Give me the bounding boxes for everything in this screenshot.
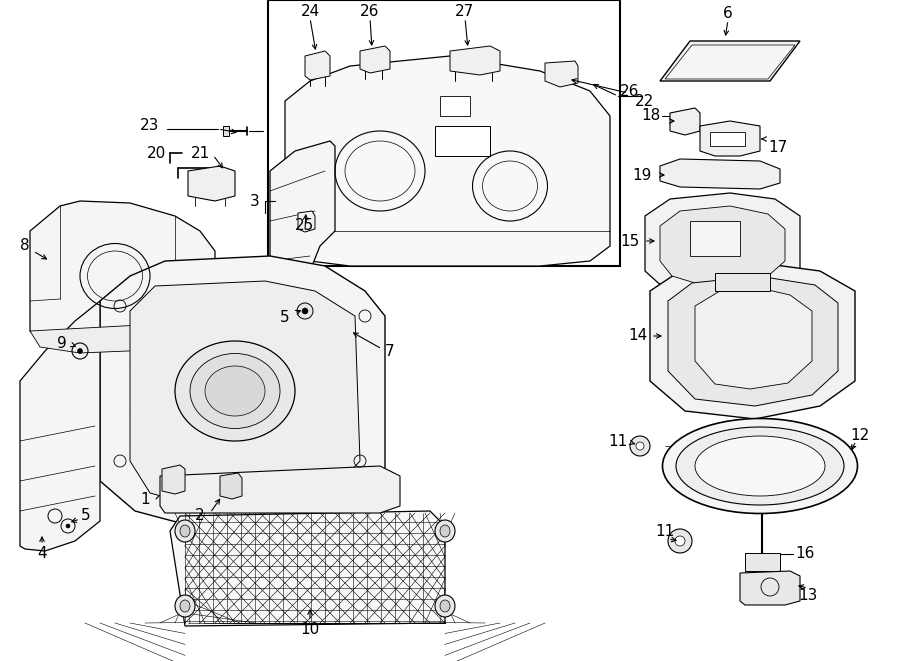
Polygon shape	[30, 201, 215, 351]
Ellipse shape	[190, 354, 280, 428]
Polygon shape	[130, 281, 360, 504]
Ellipse shape	[676, 427, 844, 505]
Text: 10: 10	[301, 621, 320, 637]
Bar	[435, 126, 490, 156]
Ellipse shape	[662, 418, 858, 514]
Text: 4: 4	[37, 545, 47, 561]
Polygon shape	[220, 473, 242, 499]
Ellipse shape	[175, 595, 195, 617]
Ellipse shape	[440, 600, 450, 612]
Text: 25: 25	[295, 219, 315, 233]
Text: 21: 21	[191, 145, 210, 161]
Polygon shape	[660, 206, 785, 286]
Text: 20: 20	[148, 145, 166, 161]
Polygon shape	[223, 126, 229, 136]
Text: 14: 14	[628, 329, 648, 344]
Polygon shape	[740, 571, 800, 605]
Text: 18: 18	[642, 108, 661, 124]
Polygon shape	[645, 193, 800, 299]
Text: 26: 26	[360, 3, 380, 19]
Text: 12: 12	[850, 428, 869, 444]
Bar	[715, 273, 770, 291]
Text: 7: 7	[385, 344, 395, 358]
Polygon shape	[665, 45, 795, 79]
Ellipse shape	[440, 525, 450, 537]
Circle shape	[297, 303, 313, 319]
Text: 15: 15	[620, 233, 640, 249]
Polygon shape	[20, 301, 100, 551]
Polygon shape	[660, 41, 800, 81]
Text: 17: 17	[768, 141, 788, 155]
Polygon shape	[298, 211, 315, 232]
Polygon shape	[360, 46, 390, 73]
Text: 6: 6	[723, 5, 733, 20]
Polygon shape	[100, 256, 385, 523]
Text: 22: 22	[635, 93, 654, 108]
Polygon shape	[450, 46, 500, 75]
Polygon shape	[660, 159, 780, 189]
Text: 1: 1	[140, 492, 149, 506]
Circle shape	[675, 536, 685, 546]
Text: 11: 11	[655, 524, 675, 539]
Polygon shape	[650, 263, 855, 419]
Text: 5: 5	[81, 508, 91, 524]
Text: 23: 23	[140, 118, 159, 134]
Circle shape	[302, 308, 308, 314]
Polygon shape	[160, 466, 400, 513]
Text: 13: 13	[798, 588, 818, 603]
Circle shape	[668, 529, 692, 553]
Text: 3: 3	[250, 194, 260, 208]
Polygon shape	[270, 141, 335, 306]
Ellipse shape	[435, 520, 455, 542]
Text: 16: 16	[795, 547, 815, 561]
Polygon shape	[162, 465, 185, 494]
Ellipse shape	[695, 436, 825, 496]
Polygon shape	[670, 108, 700, 135]
Polygon shape	[170, 511, 445, 626]
Text: 9: 9	[57, 336, 67, 350]
Text: 11: 11	[608, 434, 627, 449]
Text: 5: 5	[280, 309, 290, 325]
Text: 27: 27	[455, 3, 474, 19]
Circle shape	[66, 524, 70, 528]
Text: 24: 24	[301, 3, 320, 19]
Ellipse shape	[175, 520, 195, 542]
Bar	[440, 96, 470, 116]
Polygon shape	[745, 553, 780, 571]
Circle shape	[77, 348, 83, 354]
Ellipse shape	[435, 595, 455, 617]
Polygon shape	[285, 56, 610, 266]
Polygon shape	[305, 51, 330, 80]
Text: 2: 2	[195, 508, 205, 524]
Polygon shape	[545, 61, 578, 87]
Text: 8: 8	[20, 239, 30, 254]
Ellipse shape	[205, 366, 265, 416]
Bar	[690, 221, 740, 256]
Circle shape	[630, 436, 650, 456]
Ellipse shape	[180, 600, 190, 612]
Polygon shape	[668, 276, 838, 406]
Text: 19: 19	[633, 167, 652, 182]
Polygon shape	[695, 287, 812, 389]
Ellipse shape	[175, 341, 295, 441]
Text: 26: 26	[620, 83, 639, 98]
Polygon shape	[268, 0, 620, 266]
Polygon shape	[30, 321, 215, 353]
Bar	[710, 132, 745, 146]
Ellipse shape	[180, 525, 190, 537]
Polygon shape	[188, 166, 235, 201]
Polygon shape	[700, 121, 760, 156]
Circle shape	[636, 442, 644, 450]
